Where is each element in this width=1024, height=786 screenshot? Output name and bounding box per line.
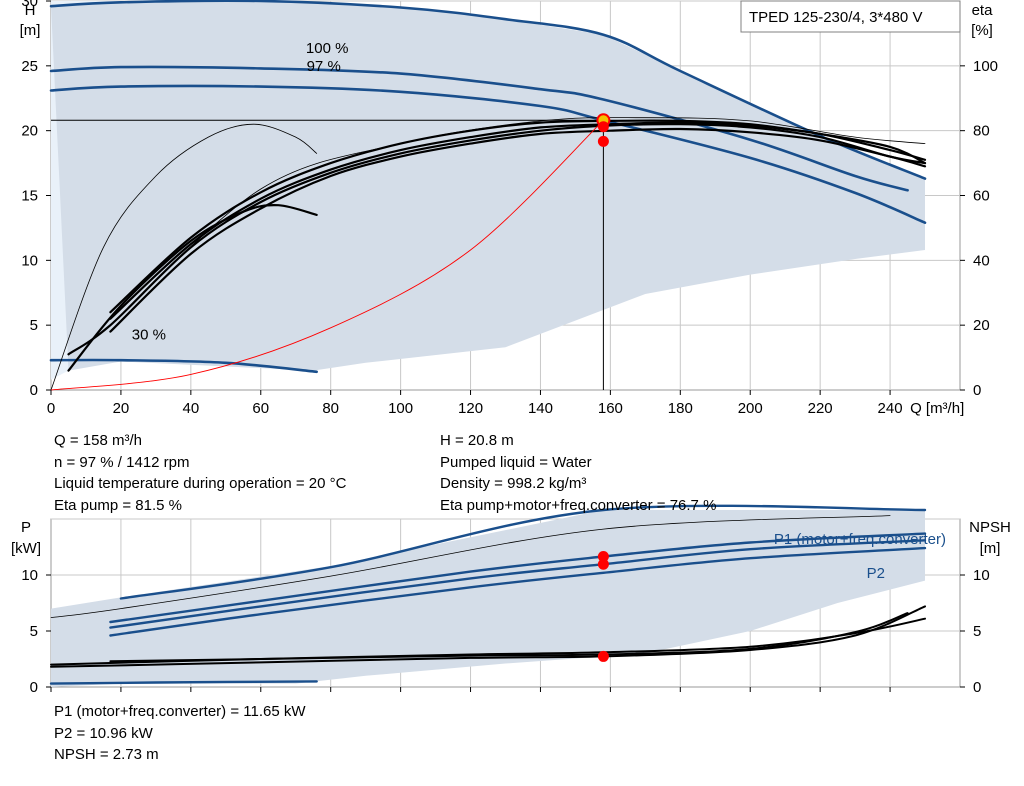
head-series-eta-7 <box>109 127 927 333</box>
head-x-tick-label-80: 80 <box>322 400 339 417</box>
head-x-tick-label-20: 20 <box>113 400 130 417</box>
npsh-y-axis-label-unit: [m] <box>980 540 1001 557</box>
eta-y-tick-label-40: 40 <box>973 252 990 269</box>
p2-operating-point-marker <box>597 558 609 570</box>
power-y-axis-label-symbol: P <box>21 519 31 536</box>
head-series-eta-6 <box>109 119 927 314</box>
head-y-tick-label-5: 5 <box>30 317 38 334</box>
eta-y-tick-label-0: 0 <box>973 382 981 399</box>
head-x-tick-label-100: 100 <box>388 400 413 417</box>
head-x-tick-label-140: 140 <box>528 400 553 417</box>
head-point-marker-2 <box>597 121 609 133</box>
head-series-eta-8 <box>67 203 318 372</box>
npsh-y-tick-label-10: 10 <box>973 567 990 584</box>
curve-label-97-pct: 97 % <box>307 58 341 75</box>
eta-operating-point-marker <box>597 135 609 147</box>
power-series-power-5 <box>49 680 318 685</box>
head-series-eta-4 <box>67 123 927 356</box>
info-pumped-liquid: Pumped liquid = Water <box>440 453 592 471</box>
head-y-tick-label-20: 20 <box>21 123 38 140</box>
head-x-tick-label-220: 220 <box>808 400 833 417</box>
head-x-tick-label-120: 120 <box>458 400 483 417</box>
head-series-eta-9 <box>50 123 318 391</box>
head-x-tick-label-0: 0 <box>47 400 55 417</box>
power-series-power-1 <box>50 515 891 618</box>
info-top-right: H = 20.8 m Pumped liquid = Water Density… <box>440 430 716 516</box>
info-eta-total: Eta pump+motor+freq.converter = 76.7 % <box>440 496 717 514</box>
head-operating-band <box>51 1 925 371</box>
power-y-tick-label-5: 5 <box>30 623 38 640</box>
head-x-tick-label-240: 240 <box>878 400 903 417</box>
info-liquid-temp: Liquid temperature during operation = 20… <box>54 475 347 492</box>
eta-y-tick-label-80: 80 <box>973 123 990 140</box>
npsh-y-tick-label-5: 5 <box>973 623 981 640</box>
power-y-tick-label-10: 10 <box>21 567 38 584</box>
head-series-100-pct <box>49 65 909 192</box>
head-y-tick-label-30: 30 <box>21 0 38 10</box>
title-box-text: TPED 125-230/4, 3*480 V <box>749 9 922 26</box>
head-series-30-pct <box>49 358 318 374</box>
power-series-power-2 <box>109 532 927 624</box>
head-y-axis-label-unit: [m] <box>20 22 41 39</box>
curve-label-30-pct: 30 % <box>132 326 166 343</box>
eta-y-tick-label-100: 100 <box>973 58 998 75</box>
head-series-97-pct <box>49 84 927 224</box>
head-x-tick-label-60: 60 <box>252 400 269 417</box>
head-x-tick-label-40: 40 <box>183 400 200 417</box>
eta-y-axis-label-unit: [%] <box>971 22 993 39</box>
head-y-axis-label-symbol: H <box>25 2 36 19</box>
eta-y-tick-label-20: 20 <box>973 317 990 334</box>
power-series-power-4 <box>109 546 927 637</box>
head-y-tick-label-10: 10 <box>21 252 38 269</box>
head-y-tick-label-25: 25 <box>21 58 38 75</box>
head-x-tick-label-160: 160 <box>598 400 623 417</box>
head-x-tick-label-200: 200 <box>738 400 763 417</box>
info-density: Density = 998.2 kg/m³ <box>440 475 587 492</box>
npsh-operating-point-marker <box>597 650 609 662</box>
eta-y-tick-label-60: 60 <box>973 188 990 205</box>
title-box <box>740 0 961 33</box>
info-p2: P2 = 10.96 kW <box>54 724 153 742</box>
info-top-left: Q = 158 m³/h n = 97 % / 1412 rpm Liquid … <box>54 430 346 516</box>
info-h: H = 20.8 m <box>440 432 514 449</box>
head-x-tick-label-180: 180 <box>668 400 693 417</box>
legend-p2-label: P2 <box>867 565 885 582</box>
head-series-eta-10 <box>110 117 926 326</box>
power-series-npsh-6 <box>50 605 926 668</box>
eta-y-axis-label-symbol: eta <box>972 2 994 19</box>
head-x-axis-label: Q [m³/h] <box>910 400 964 417</box>
power-y-tick-label-0: 0 <box>30 679 38 696</box>
info-q: Q = 158 m³/h <box>54 432 142 449</box>
curve-label-100-pct: 100 % <box>306 40 349 57</box>
power-series-power-0 <box>119 504 927 600</box>
head-series-110-pct <box>49 0 927 180</box>
info-speed: n = 97 % / 1412 rpm <box>54 453 190 471</box>
power-y-axis-label-unit: [kW] <box>11 540 41 557</box>
npsh-y-axis-label-symbol: NPSH <box>969 519 1011 536</box>
npsh-y-tick-label-0: 0 <box>973 679 981 696</box>
head-y-tick-label-0: 0 <box>30 382 38 399</box>
info-p1: P1 (motor+freq.converter) = 11.65 kW <box>54 703 306 720</box>
info-npsh: NPSH = 2.73 m <box>54 746 159 763</box>
p1-operating-point-marker <box>597 551 609 563</box>
head-series-system-11 <box>50 119 604 391</box>
power-series-power-3 <box>109 539 927 629</box>
info-bottom: P1 (motor+freq.converter) = 11.65 kW P2 … <box>54 701 306 766</box>
head-y-tick-label-15: 15 <box>21 188 38 205</box>
info-eta-pump: Eta pump = 81.5 % <box>54 496 182 514</box>
power-series-npsh-8 <box>109 612 909 663</box>
legend-p1-label: P1 (motor+freq.converter) <box>774 531 946 548</box>
